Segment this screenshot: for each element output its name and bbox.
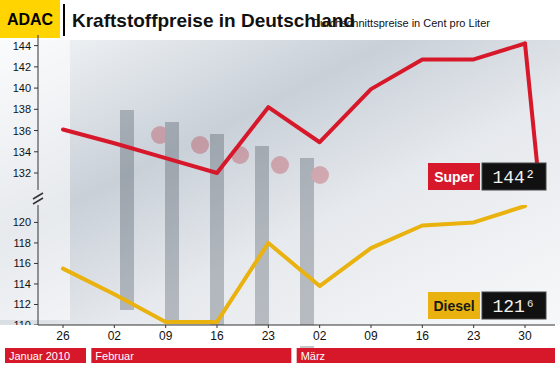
tick-label: 09 [364,329,378,343]
month-label: Februar [95,350,134,362]
tick-label: 144 [13,40,31,52]
month-bar [91,348,291,363]
display-value: 144² [492,168,535,188]
pump-hose [165,122,179,322]
axis-break [33,198,43,204]
tick-label: 112 [13,298,31,310]
month-label: Januar 2010 [9,350,70,362]
tick-label: 142 [13,61,31,73]
series-line [63,206,525,322]
tick [422,325,423,328]
month-bar [5,348,86,363]
display-box [482,292,546,319]
chart: ADACKraftstoffpreise in DeutschlandDurch… [0,0,560,373]
tick-label: 23 [467,329,481,343]
tick [34,242,38,243]
tick-label: 140 [13,82,31,94]
tick-label: 02 [313,329,327,343]
tick [371,325,372,328]
logo-box [0,0,60,38]
display-box [482,163,546,190]
connector [525,43,537,163]
tick [34,283,38,284]
month-bar [297,348,555,363]
tick [34,45,38,46]
tick [34,222,38,223]
tick [63,325,64,328]
pump-hose [120,110,134,310]
background [0,0,560,373]
tick [34,109,38,110]
tick [114,325,115,328]
tick-label: 16 [416,329,430,343]
tick-label: 16 [210,329,224,343]
photo-area [0,40,560,325]
series-group [63,43,525,173]
tick [217,325,218,328]
x-axis-line [38,325,555,326]
tick [34,173,38,174]
tick [268,325,269,328]
logo: ADAC [7,11,54,28]
tick [165,325,166,328]
subtitle: Durchschnittspreise in Cent pro Liter [312,17,490,29]
tick [34,130,38,131]
axis-line [38,205,39,325]
display-value: 121⁶ [492,297,535,317]
tick [319,325,320,328]
tick [525,325,526,328]
tick [34,66,38,67]
tick-label: 114 [13,278,31,290]
decoration [120,110,329,358]
series-name: Super [434,169,474,185]
tick-label: 116 [13,257,31,269]
series-label-box [428,163,480,190]
header-divider [63,4,65,36]
series-label-box [428,292,480,319]
pump-nozzle [311,166,329,184]
pump-nozzle [271,156,289,174]
tick-label: 138 [13,103,31,115]
tick-label: 132 [13,167,31,179]
tick [34,304,38,305]
tick-label: 30 [518,329,532,343]
tick [473,325,474,328]
axis-line [38,35,39,190]
y-axis: 132134136138140142144110112114116118120 [13,35,43,331]
series-name: Diesel [433,298,474,314]
series-line [63,43,525,173]
tick [34,88,38,89]
series-group [63,206,525,322]
tick-label: 134 [13,146,31,158]
tick-label: 02 [108,329,122,343]
month-label: März [301,350,325,362]
x-label-band [0,325,560,346]
tick-label: 118 [13,237,31,249]
tick [34,151,38,152]
tick-label: 26 [56,329,70,343]
tick-label: 120 [13,216,31,228]
tick-label: 136 [13,125,31,137]
tick-label: 09 [159,329,173,343]
x-axis: 26 02 09 16 23 02 09 16 23 30 [56,325,532,343]
pump-nozzle [191,136,209,154]
tick-label: 23 [262,329,276,343]
label-backdrop [0,40,70,320]
tick [34,263,38,264]
